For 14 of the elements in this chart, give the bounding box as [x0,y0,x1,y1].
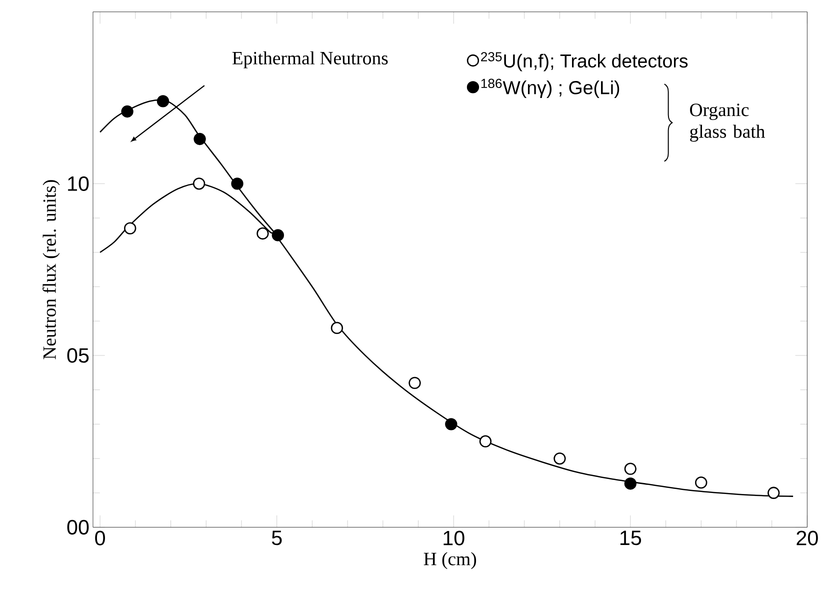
annotation: Epithermal Neutrons [232,51,388,68]
legend-label: $^{186}$W(nγ) ; Ge(Li) [481,78,620,98]
y-tick-label: 00 [67,520,89,534]
legend-label: $^{235}$U(n,f); Track detectors [481,52,688,72]
x-axis-title: H (cm) [424,552,476,569]
y-tick-label: 10 [68,176,89,191]
y-axis-title: Neutron flux (rel. units) [42,180,60,359]
y-tick-label: 05 [67,348,89,363]
x-tick-label: 15 [620,530,642,545]
x-tick-label: 20 [796,530,818,546]
x-tick-label: 10 [444,530,464,546]
x-tick-label: 0 [95,530,106,546]
annotation: Organic glass bath [690,103,765,142]
x-tick-label: 5 [272,530,282,545]
